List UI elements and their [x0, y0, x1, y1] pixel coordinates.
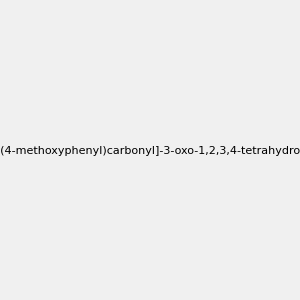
Text: N-(4-chlorophenyl)-2-{1-[(4-methoxyphenyl)carbonyl]-3-oxo-1,2,3,4-tetrahydroquin: N-(4-chlorophenyl)-2-{1-[(4-methoxypheny… — [0, 146, 300, 157]
